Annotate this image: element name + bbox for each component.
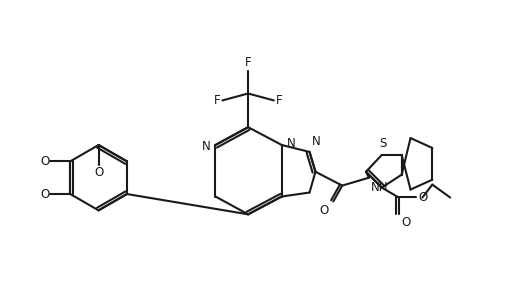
Text: F: F <box>245 56 251 69</box>
Text: S: S <box>379 137 387 150</box>
Text: O: O <box>94 166 103 179</box>
Text: O: O <box>319 204 329 218</box>
Text: N: N <box>286 137 295 150</box>
Text: F: F <box>214 94 221 107</box>
Text: N: N <box>202 140 211 153</box>
Text: NH: NH <box>371 181 388 194</box>
Text: O: O <box>402 216 411 229</box>
Text: N: N <box>311 135 320 148</box>
Text: F: F <box>276 94 282 107</box>
Text: O: O <box>418 191 428 204</box>
Text: O: O <box>40 155 49 168</box>
Text: O: O <box>40 188 49 200</box>
